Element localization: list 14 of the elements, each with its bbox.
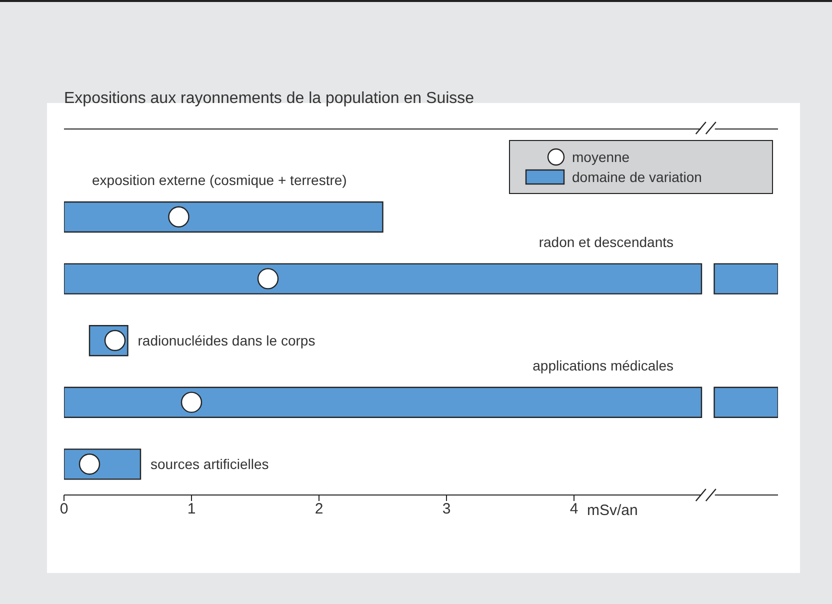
y-tick-label: radionucléides dans le corps [138, 332, 316, 349]
y-tick-label: applications médicales [532, 357, 674, 374]
y-tick-label: sources artificielles [150, 456, 269, 472]
x-tick-label: 3 [442, 500, 451, 518]
legend-label: domaine de variation [572, 169, 702, 185]
x-tick-label: 4 [570, 500, 578, 518]
legend-label: moyenne [572, 149, 630, 165]
x-axis-title: mSv/an [587, 502, 638, 519]
chart-title: Expositions aux rayonnements de la population en Suisse [64, 90, 474, 108]
x-tick-label: 0 [60, 500, 68, 518]
x-tick-label: 1 [187, 500, 196, 518]
y-tick-label: radon et descendants [538, 234, 674, 250]
y-tick-label: exposition externe (cosmique + terrestre) [92, 172, 347, 188]
x-tick-label: 2 [314, 500, 324, 518]
